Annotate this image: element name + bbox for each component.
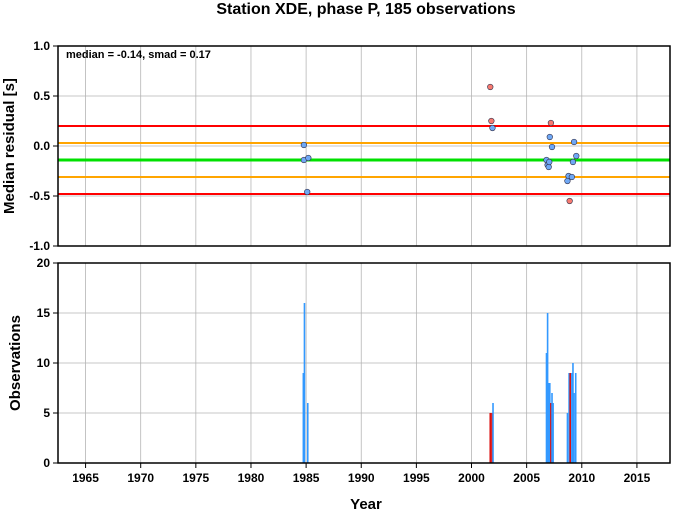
observations-ytick-label-1: 15 (37, 306, 51, 320)
observation-bar-0 (302, 373, 305, 463)
observation-bar-17 (572, 363, 574, 463)
observation-bar-8 (547, 383, 550, 463)
xtick-label-1970: 1970 (127, 471, 154, 485)
observations-ytick-label-3: 5 (43, 406, 50, 420)
residual-ytick-label-2: 0.0 (33, 139, 50, 153)
observations-ytick-label-0: 20 (37, 256, 51, 270)
xtick-label-1990: 1990 (348, 471, 375, 485)
residual-ytick-label-0: 1.0 (33, 39, 50, 53)
observation-bar-1 (303, 303, 306, 463)
observation-bar-5 (492, 403, 494, 463)
observation-bar-4 (491, 413, 493, 463)
xtick-label-2005: 2005 (513, 471, 540, 485)
residual-point-2 (305, 154, 312, 162)
xtick-label-1975: 1975 (182, 471, 209, 485)
observation-bar-10 (550, 403, 552, 463)
residual-ytick-label-1: 0.5 (33, 89, 50, 103)
xtick-label-2010: 2010 (568, 471, 595, 485)
residual-point-9 (548, 143, 556, 151)
observation-bar-2 (306, 403, 309, 463)
residual-point-18 (568, 173, 575, 181)
residual-point-3 (304, 188, 311, 196)
observations-y-axis-label: Observations (7, 315, 24, 411)
observations-ytick-label-4: 0 (43, 456, 50, 470)
observation-bar-7 (546, 313, 549, 463)
xtick-label-1965: 1965 (72, 471, 99, 485)
observation-bar-9 (549, 383, 551, 463)
residual-point-0 (300, 141, 308, 149)
residual-y-axis-label: Median residual [s] (1, 78, 18, 214)
x-axis-label: Year (350, 496, 382, 511)
observation-bar-19 (574, 373, 577, 463)
residual-point-5 (488, 117, 495, 125)
residual-points (300, 83, 580, 205)
xtick-label-2000: 2000 (458, 471, 485, 485)
observation-bar-14 (568, 373, 570, 463)
observation-bar-15 (569, 373, 572, 463)
residual-point-6 (489, 124, 496, 132)
xtick-label-1985: 1985 (293, 471, 320, 485)
xtick-label-2015: 2015 (624, 471, 651, 485)
observations-ytick-label-2: 10 (37, 356, 51, 370)
residual-y-ticks: 1.0 0.5 0.0 -0.5 -1.0 (29, 39, 58, 253)
observation-bar-11 (551, 393, 553, 463)
observation-bar-13 (566, 413, 569, 463)
chart-title: Station XDE, phase P, 185 observations (216, 1, 515, 18)
residual-point-7 (547, 119, 555, 127)
residual-point-4 (487, 83, 494, 91)
residual-point-13 (546, 158, 553, 166)
residual-ytick-label-4: -1.0 (29, 239, 50, 253)
observation-bar-16 (571, 373, 573, 463)
observations-x-ticks: 1965 1970 1975 1980 1985 1990 1995 2000 2005 2010… (72, 463, 651, 485)
observation-bar-3 (489, 413, 492, 463)
residual-point-15 (573, 152, 580, 160)
residual-panel: 1.0 0.5 0.0 -0.5 -1.0 median = -0.14, smad =… (1, 39, 671, 253)
xtick-label-1995: 1995 (403, 471, 430, 485)
residual-point-8 (546, 133, 553, 141)
residual-point-16 (569, 158, 577, 166)
residual-ytick-label-3: -0.5 (29, 189, 50, 203)
median-smad-annotation: median = -0.14, smad = 0.17 (66, 49, 211, 61)
residual-point-14 (570, 138, 578, 146)
residual-point-20 (566, 197, 573, 205)
xtick-label-1980: 1980 (238, 471, 265, 485)
observation-bar-6 (545, 353, 548, 463)
observations-bars (302, 303, 577, 463)
observation-bar-18 (573, 393, 575, 463)
residual-point-19 (564, 177, 571, 185)
observation-bar-12 (552, 403, 554, 463)
observations-y-ticks: 20 15 10 5 0 (37, 256, 58, 470)
